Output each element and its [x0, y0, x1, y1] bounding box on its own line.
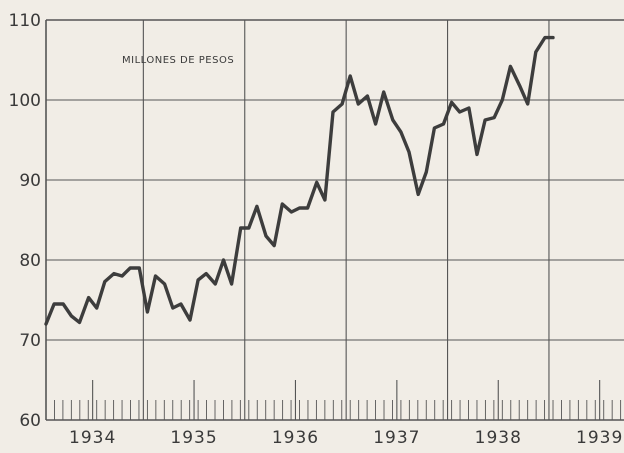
- xtick-label-1934: 1934: [69, 428, 116, 448]
- xtick-label-1936: 1936: [272, 428, 319, 448]
- series-line-0: [44, 35, 555, 326]
- xtick-label-1938: 1938: [475, 428, 522, 448]
- xtick-label-1937: 1937: [373, 428, 420, 448]
- ytick-label-100: 100: [9, 91, 41, 111]
- ytick-label-90: 90: [19, 171, 41, 191]
- units-annotation: MILLONES DE PESOS: [122, 55, 234, 66]
- series-layer: [44, 35, 555, 326]
- ytick-label-70: 70: [19, 331, 41, 351]
- xtick-label-1939: 1939: [576, 428, 623, 448]
- tick-labels: 60 70 80 90 100 110 1934 1935 1936 1937 1938 1939: [9, 11, 623, 448]
- ytick-label-60: 60: [19, 411, 41, 431]
- xtick-label-1935: 1935: [170, 428, 217, 448]
- grid-layer: [45, 19, 624, 421]
- ytick-label-80: 80: [19, 251, 41, 271]
- ytick-label-110: 110: [9, 11, 41, 31]
- month-ticks: [54, 380, 622, 420]
